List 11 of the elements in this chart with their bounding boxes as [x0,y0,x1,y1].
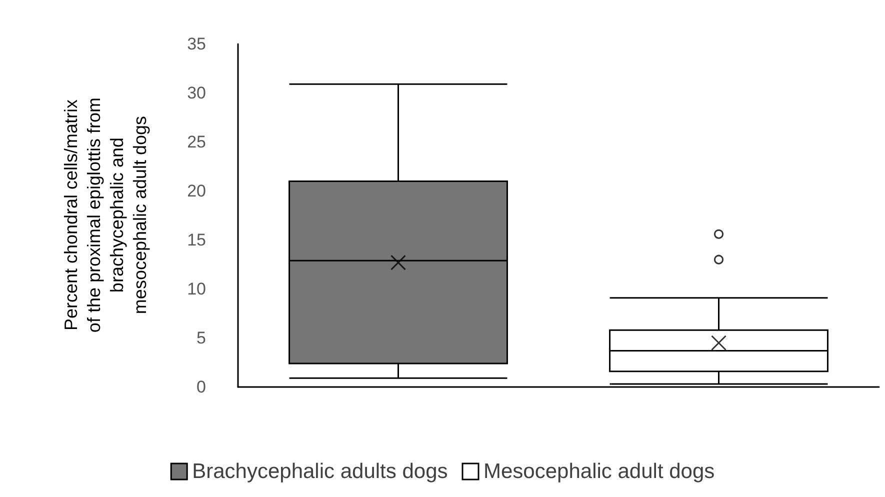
y-tick-label: 30 [187,84,206,102]
y-tick-label: 25 [187,132,206,152]
y-tick-label: 5 [196,328,206,348]
y-tick-label: 35 [187,34,206,54]
legend-label: Brachycephalic adults dogs [192,460,448,483]
y-tick-label: 20 [187,182,206,200]
y-tick-label: 10 [187,280,206,298]
legend-label: Mesocephalic adult dogs [484,460,715,483]
y-axis-title: Percent chondral cells/matrix of the proximal epiglottis from brachycephalic and mesocephalic adult dogs [60,96,151,335]
y-tick-label: 15 [187,230,206,250]
y-tick-label: 0 [196,378,206,396]
